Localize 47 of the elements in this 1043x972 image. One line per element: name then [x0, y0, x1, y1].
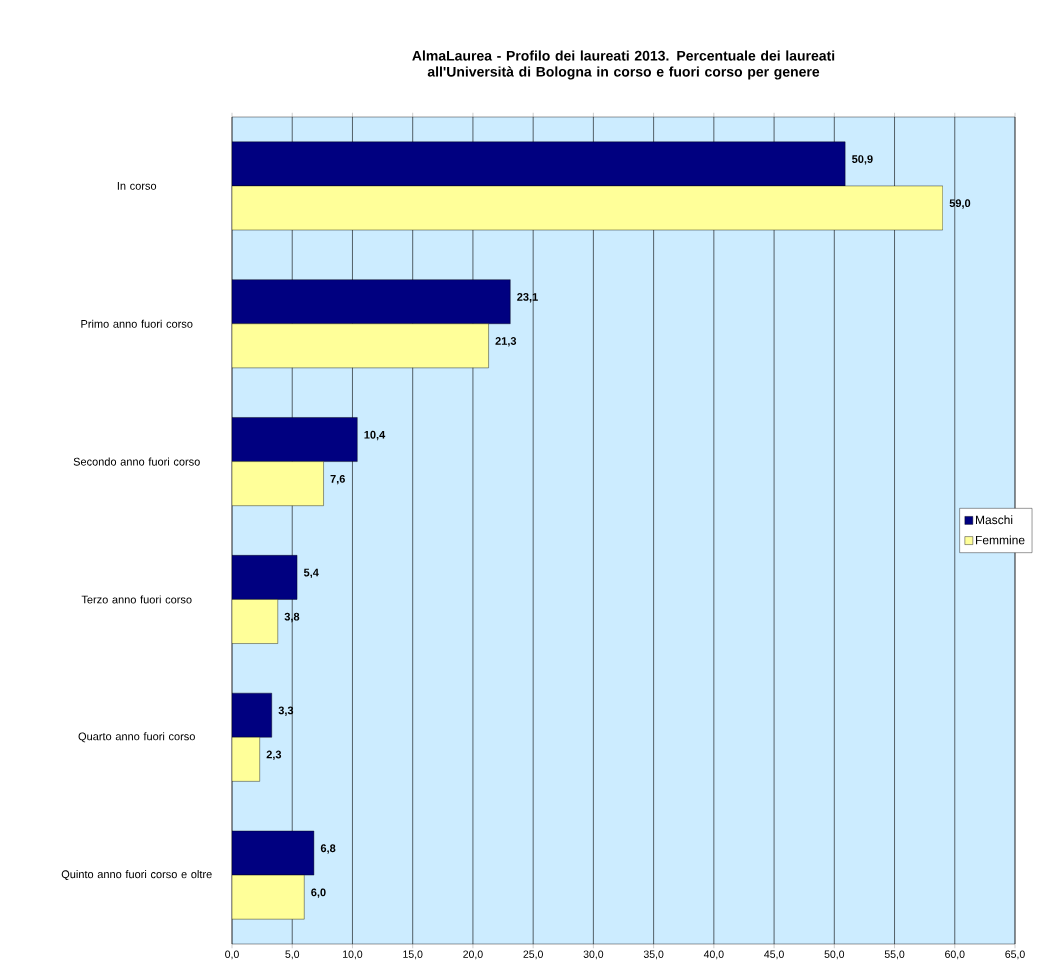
data-label: 7,6: [330, 474, 345, 485]
data-label: 3,3: [278, 706, 294, 716]
bar: [232, 599, 278, 644]
bar: [232, 737, 260, 782]
data-label: 50,9: [852, 155, 873, 165]
x-tick-label: 0,0: [225, 950, 239, 960]
legend-label: Maschi: [976, 515, 1013, 525]
x-tick-label: 35,0: [643, 950, 664, 960]
bar: [232, 874, 305, 920]
x-tick-label: 10,0: [343, 950, 363, 960]
bar: [232, 141, 846, 187]
y-tick-label: Terzo anno fuori corso: [81, 595, 192, 604]
x-tick-label: 60,0: [945, 950, 965, 960]
data-label: 23,1: [517, 293, 538, 303]
x-tick-label: 45,0: [764, 950, 784, 960]
bar: [232, 279, 511, 324]
x-tick-label: 30,0: [583, 950, 604, 960]
x-tick-label: 5,0: [285, 950, 300, 960]
legend-label: Femmine: [976, 535, 1025, 545]
bar: [232, 417, 358, 462]
y-tick-label: Quarto anno fuori corso: [78, 732, 195, 743]
y-tick-label: Quinto anno fuori corso e oltre: [61, 870, 212, 881]
y-tick-label: In corso: [117, 182, 157, 190]
x-tick-label: 20,0: [463, 950, 483, 960]
x-tick-label: 25,0: [523, 950, 543, 960]
data-label: 59,0: [949, 199, 971, 209]
x-tick-label: 15,0: [403, 950, 423, 960]
x-tick-label: 40,0: [703, 950, 724, 960]
data-label: 2,3: [266, 750, 282, 760]
data-label: 3,8: [284, 612, 300, 623]
chart-title: AlmaLaurea - Profilo dei laureati 2013. Percentuale dei laureati all'Università di Bologna in corso e fuori corso per genere: [412, 50, 835, 80]
x-tick-label: 65,0: [1005, 950, 1025, 960]
bar: [232, 692, 272, 738]
x-tick-label: 50,0: [824, 950, 845, 960]
bar: [232, 461, 324, 506]
data-label: 6,0: [311, 888, 326, 898]
bar: [232, 323, 489, 369]
bar: [232, 185, 943, 231]
data-label: 21,3: [495, 337, 517, 347]
bar: [232, 555, 298, 600]
data-label: 10,4: [364, 430, 386, 441]
y-tick-label: Primo anno fuori corso: [81, 319, 193, 328]
y-tick-label: Secondo anno fuori corso: [73, 457, 200, 466]
data-label: 6,8: [320, 844, 336, 854]
bar: [232, 830, 315, 876]
data-label: 5,4: [303, 568, 319, 579]
x-tick-label: 55,0: [884, 950, 905, 960]
